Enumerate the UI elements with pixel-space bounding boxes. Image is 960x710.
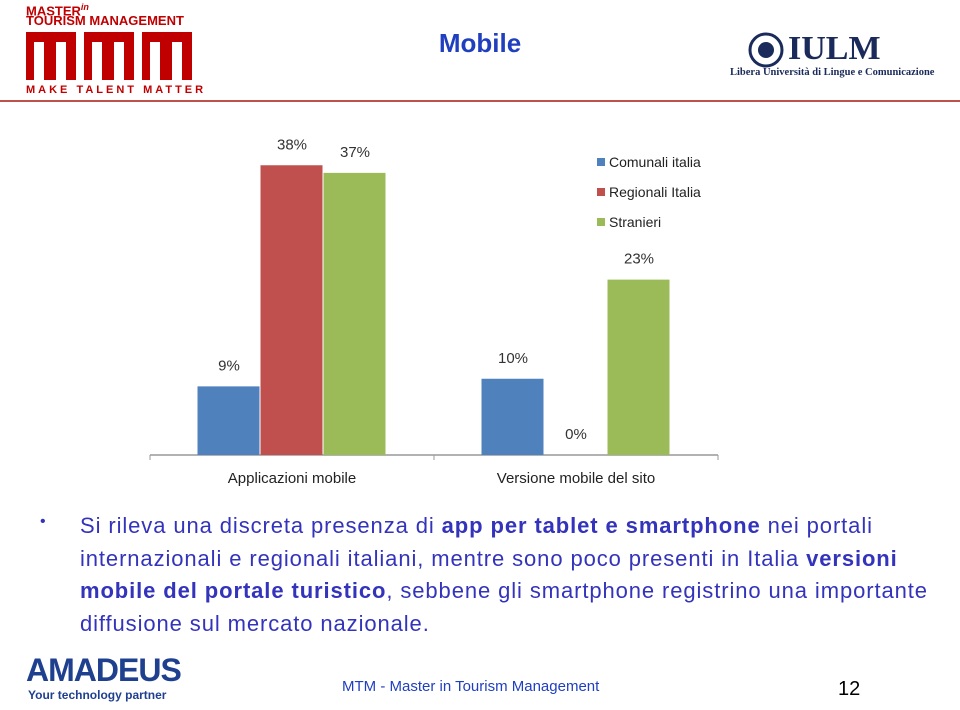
chart: Applicazioni mobile Versione mobile del s… [149,136,719,487]
bar [607,279,670,455]
university-sub: Libera Università di Lingue e Comunicazi… [730,67,935,78]
x-tick-label: Versione mobile del sito [497,470,655,487]
bar [260,165,323,455]
bullet: • [40,513,47,530]
logo-tagline: MAKE TALENT MATTER [26,84,207,96]
slide-title: Mobile [438,28,522,58]
body-segment: nei portali internazionali e regionali i… [80,513,873,571]
legend-label: Comunali italia [609,154,701,170]
logo-in: in [80,2,89,12]
iulm-seal [748,32,784,68]
logo-graphic [26,32,192,80]
body-text: • Si rileva una discreta presenza di app … [40,510,940,640]
data-label: 9% [218,357,240,374]
sponsor-tagline: Your technology partner [28,688,167,702]
data-label: 23% [624,251,654,268]
logo-master: MASTER [26,3,81,19]
legend-label: Stranieri [609,214,661,230]
legend-swatch [597,188,605,196]
body-segment: Si rileva una discreta presenza di [80,513,442,538]
footer-course: MTM - Master in Tourism Management [342,678,600,695]
data-label: 38% [277,136,307,153]
logo-name: TOURISM MANAGEMENT [26,13,184,28]
body-emphasis: versioni mobile del portale turistico [80,545,898,604]
legend-swatch [597,158,605,166]
university: IULM [788,30,881,67]
logo-top: MASTERin [26,2,89,18]
body-emphasis: app per tablet e smartphone [441,513,761,538]
data-label: 37% [340,144,370,161]
legend-swatch [597,218,605,226]
bar [323,172,386,455]
sponsor: AMADEUS [26,652,182,688]
header-rule [0,100,960,102]
x-tick-label: Applicazioni mobile [228,470,356,487]
page-number: 12 [838,678,861,700]
legend-label: Regionali Italia [609,184,701,200]
bar [197,386,260,455]
data-label: 0% [565,426,587,443]
data-label: 10% [498,350,528,367]
body-segment: , sebbene gli smartphone registrino una … [80,578,928,636]
bar [481,378,544,455]
